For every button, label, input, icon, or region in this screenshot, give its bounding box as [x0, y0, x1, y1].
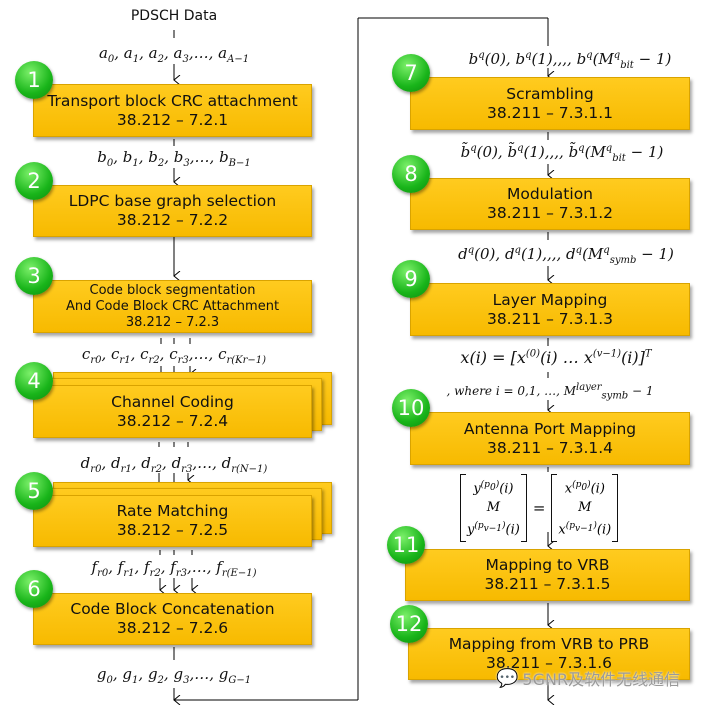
- matrix-entry: M: [578, 500, 592, 516]
- step-box-1: Transport block CRC attachment 38.212 – 7…: [33, 84, 312, 137]
- step-label: Mapping to VRB: [485, 556, 610, 574]
- step-number-badge: 4: [15, 362, 53, 400]
- matrix-entry: y(pv−1)(i): [467, 521, 520, 538]
- step-box-8: Modulation 38.211 – 7.3.1.2: [410, 178, 690, 230]
- step-number-badge: 5: [15, 472, 53, 510]
- signal-bq: bq(0), bq(1),,,, bq(Mqbit − 1): [468, 50, 672, 71]
- step-box-10: Antenna Port Mapping 38.211 – 7.3.1.4: [410, 412, 690, 465]
- step-label: 38.211 – 7.3.1.4: [486, 438, 614, 457]
- step-label: Rate Matching: [116, 502, 229, 520]
- step-label: Channel Coding: [111, 392, 234, 411]
- signal-dq: dq(0), dq(1),,,, dq(Mqsymb − 1): [458, 245, 674, 266]
- matrix-entry: x(pv−1)(i): [558, 521, 612, 538]
- step-label: Layer Mapping: [492, 290, 608, 309]
- matrix-entry: x(p0)(i): [564, 480, 605, 497]
- signal-a: a0, a1, a2, a3,…, aA−1: [98, 44, 250, 65]
- step-label: 38.211 – 7.3.1.3: [486, 309, 614, 328]
- step-box-7: Scrambling 38.211 – 7.3.1.1: [410, 77, 690, 130]
- matrix-equals: =: [532, 498, 546, 517]
- step-label: 38.211 – 7.3.1.6: [485, 654, 613, 672]
- watermark: 💬 5GNR及软件无线通信: [496, 666, 680, 690]
- input-title: PDSCH Data: [130, 8, 218, 24]
- step-label: 38.211 – 7.3.1.5: [484, 575, 611, 593]
- step-label: 38.212 – 7.2.3: [125, 314, 220, 330]
- step-box-9: Layer Mapping 38.211 – 7.3.1.3: [410, 283, 690, 336]
- step-number-badge: 9: [392, 260, 430, 298]
- step-label: LDPC base graph selection: [68, 192, 277, 210]
- step-number-badge: 6: [15, 570, 53, 608]
- step-label: 38.212 – 7.2.5: [116, 521, 229, 539]
- step-label: 38.211 – 7.3.1.1: [486, 103, 614, 122]
- step-box-2: LDPC base graph selection 38.212 – 7.2.2: [33, 185, 312, 237]
- step-label: Mapping from VRB to PRB: [448, 635, 650, 653]
- step-label: 38.212 – 7.2.4: [116, 411, 229, 430]
- matrix-entry: M: [486, 500, 501, 516]
- step-box-5: Rate Matching 38.212 – 7.2.5: [33, 495, 312, 547]
- matrix-entry: y(p0)(i): [473, 480, 514, 497]
- step-label: Antenna Port Mapping: [463, 419, 637, 438]
- step-number-badge: 2: [15, 162, 53, 200]
- step-number-badge: 12: [390, 605, 428, 643]
- step-label: 38.212 – 7.2.1: [116, 110, 229, 129]
- step-number-badge: 11: [387, 526, 425, 564]
- signal-x: x(i) = [x(0)(i) … x(v−1)(i)]T: [460, 348, 652, 367]
- step-label: And Code Block CRC Attachment: [65, 298, 280, 314]
- step-label: 38.212 – 7.2.2: [116, 211, 229, 229]
- step-label: Transport block CRC attachment: [47, 91, 298, 110]
- step-label: 38.212 – 7.2.6: [116, 619, 229, 637]
- step-number-badge: 10: [392, 389, 430, 427]
- step-label: Code Block Concatenation: [70, 600, 275, 618]
- signal-g: g0, g1, g2, g3,…, gG−1: [96, 665, 252, 686]
- step-label: Code block segmentation: [89, 282, 256, 298]
- signal-where: , where i = 0,1, …, Mlayersymb − 1: [446, 382, 654, 402]
- step-box-3: Code block segmentation And Code Block CR…: [33, 280, 312, 333]
- step-box-4: Channel Coding 38.212 – 7.2.4: [33, 385, 312, 438]
- wechat-icon: 💬: [496, 667, 519, 689]
- step-box-6: Code Block Concatenation 38.212 – 7.2.6: [33, 593, 312, 645]
- step-label: 38.211 – 7.3.1.2: [486, 204, 614, 222]
- signal-c: cr0, cr1, cr2, cr3,…, cr(Kr−1): [81, 345, 267, 366]
- signal-f: fr0, fr1, fr2, fr3,…, fr(E−1): [91, 558, 257, 579]
- step-number-badge: 3: [15, 257, 53, 295]
- step-number-badge: 7: [392, 54, 430, 92]
- step-number-badge: 8: [392, 155, 430, 193]
- step-number-badge: 1: [15, 61, 53, 99]
- signal-btilde: b̃q(0), b̃q(1),,,, b̃q(Mqbit − 1): [460, 143, 664, 164]
- step-label: Modulation: [506, 185, 593, 203]
- step-label: Scrambling: [506, 84, 594, 103]
- step-box-12: Mapping from VRB to PRB 38.211 – 7.3.1.6: [408, 628, 690, 680]
- signal-d: dr0, dr1, dr2, dr3,…, dr(N−1): [80, 454, 268, 475]
- step-box-11: Mapping to VRB 38.211 – 7.3.1.5: [405, 549, 690, 601]
- signal-b: b0, b1, b2, b3,…, bB−1: [97, 148, 251, 169]
- watermark-text: 5GNR及软件无线通信: [522, 670, 681, 689]
